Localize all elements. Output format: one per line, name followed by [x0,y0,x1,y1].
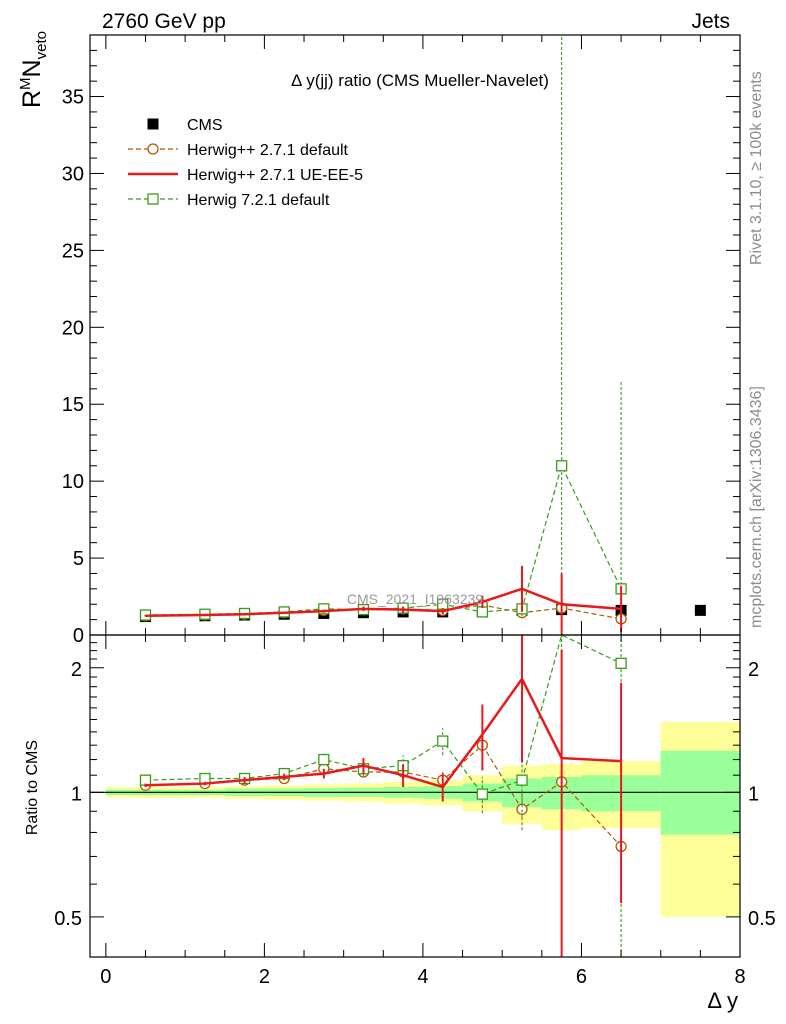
data-point [318,753,330,766]
x-tick-label: 0 [100,966,111,988]
y-tick-label: 25 [62,240,84,262]
y-tick-label: 20 [62,317,84,339]
data-point [147,118,159,130]
x-tick-label: 4 [417,966,428,988]
data-point [147,143,159,155]
data-point [476,606,489,618]
y-axis-label-base: R [18,90,46,108]
y-axis-label: RMNveto [17,31,50,108]
legend: CMS Herwig++ 2.7.1 default Herwig++ 2.7.1 … [128,117,363,209]
legend-label: Herwig 7.2.1 default [187,192,330,209]
legend-label: CMS [187,117,223,134]
series-herwig-2-7-1-ue-ee-5 [144,565,623,635]
header-left: 2760 GeV pp [102,10,226,33]
plot-title: Δ y(jj) ratio (CMS Mueller-Navelet) [291,71,549,90]
ratio-y-tick-label-right: 0.5 [748,908,776,930]
ratio-y-tick-label-left: 0.5 [54,908,82,930]
y-tick-label: 5 [73,548,84,570]
data-point [318,603,330,615]
data-point [615,657,627,669]
series-line [145,676,622,789]
y-tick-label: 15 [62,394,84,416]
ratio-y-tick-label-left: 1 [71,783,82,805]
data-point [147,193,159,205]
ratio-y-tick-label-right: 2 [748,659,759,681]
data-point [476,788,489,800]
y-axis-label-main: N [18,59,46,77]
x-axis-label: Δ y [707,988,738,1013]
y-tick-label: 10 [62,471,84,493]
series-line [145,604,622,620]
main-plot-panel: CMS_2021_I1963239 Δ y(jj) ratio (CMS Mue… [17,31,741,647]
ratio-y-tick-label-right: 1 [748,783,759,805]
series-line [145,587,622,618]
data-point [516,774,528,786]
y-tick-label: 0 [73,625,84,647]
y-axis-label-sub: veto [33,31,50,59]
ratio-plot-frame [89,634,741,958]
ratio-y-axis-label: Ratio to CMS [24,740,41,835]
series-line [145,634,622,795]
data-point [555,460,568,472]
watermark-label: CMS_2021_I1963239 [347,591,483,607]
legend-label: Herwig++ 2.7.1 default [187,142,349,159]
y-tick-label: 30 [62,163,84,185]
header-right: Jets [691,10,730,33]
data-point [516,803,528,815]
y-axis-label-sup: M [17,77,34,90]
rivet-label: Rivet 3.1.10, ≥ 100k events [748,71,765,265]
data-point [694,604,706,616]
series-herwig-2-7-1-ue-ee-5 [144,635,623,957]
legend-label: Herwig++ 2.7.1 UE-EE-5 [187,167,363,184]
x-tick-label: 2 [259,966,270,988]
data-point [437,735,449,747]
x-tick-label: 8 [734,966,745,988]
y-tick-label: 35 [62,87,84,109]
mcplots-label: mcplots.cern.ch [arXiv:1306.3436] [748,386,765,628]
x-tick-label: 6 [576,966,587,988]
ratio-y-tick-label-left: 2 [71,659,82,681]
ratio-plot-panel: 0.5 0.5 1 1 2 2 0 2 4 6 8 Ratio to CMS Δ y [24,634,776,1013]
